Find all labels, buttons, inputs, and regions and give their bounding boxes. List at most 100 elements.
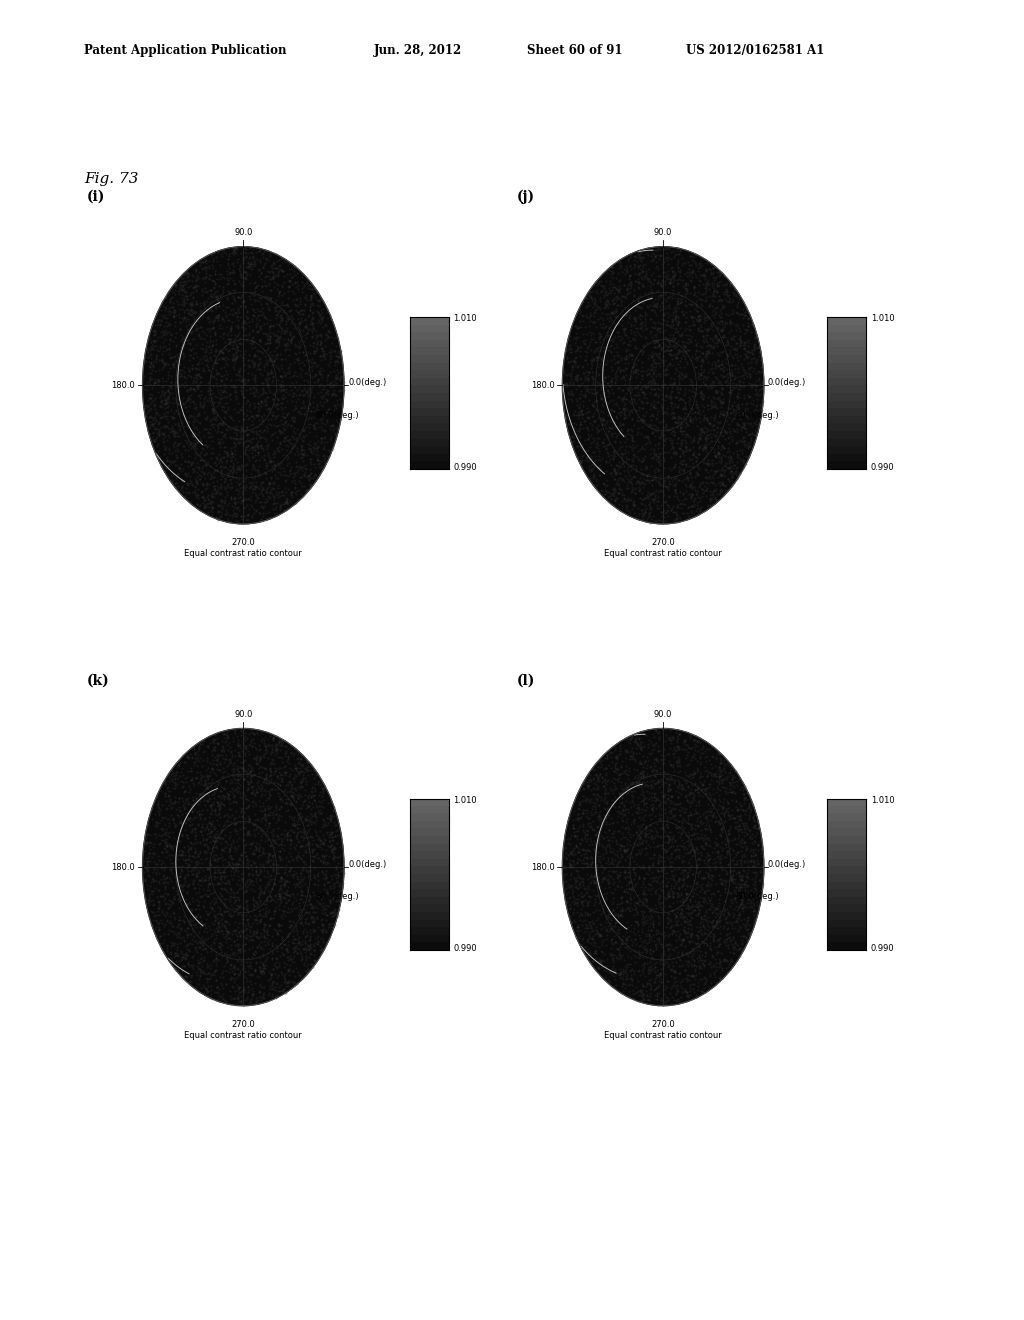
Point [651, 962, 668, 983]
Point [652, 246, 669, 267]
Point [170, 960, 186, 981]
Point [700, 857, 717, 878]
Point [253, 961, 269, 982]
Point [252, 880, 268, 902]
Point [692, 418, 709, 440]
Point [244, 252, 260, 273]
Point [205, 754, 221, 775]
Point [692, 403, 709, 424]
Point [251, 777, 267, 799]
Point [695, 385, 712, 407]
Point [603, 372, 620, 393]
Point [678, 771, 694, 792]
Point [288, 277, 304, 298]
Point [218, 900, 234, 921]
Point [225, 968, 242, 989]
Point [238, 261, 254, 282]
Point [664, 330, 680, 351]
Point [663, 837, 679, 858]
Point [268, 257, 285, 279]
Point [723, 470, 739, 491]
Point [224, 338, 241, 359]
Point [228, 459, 245, 480]
Point [609, 768, 626, 789]
Point [265, 958, 282, 979]
Point [271, 887, 288, 908]
Point [274, 929, 291, 950]
Point [173, 413, 189, 434]
Point [612, 982, 629, 1003]
Point [207, 459, 223, 480]
Point [665, 267, 681, 288]
Point [628, 359, 644, 380]
Point [571, 799, 588, 820]
Point [686, 477, 702, 498]
Point [687, 873, 703, 894]
Point [635, 946, 651, 968]
Point [148, 816, 165, 837]
Point [569, 318, 586, 339]
Point [631, 735, 647, 756]
Point [230, 989, 247, 1010]
Point [279, 491, 295, 512]
Point [698, 433, 715, 454]
Point [148, 826, 165, 847]
Point [272, 867, 289, 888]
Point [682, 781, 698, 803]
Point [653, 768, 670, 789]
Point [646, 772, 663, 793]
Point [211, 814, 227, 836]
Point [714, 776, 730, 797]
Point [312, 363, 329, 384]
Point [290, 962, 306, 983]
Point [284, 932, 300, 953]
Point [596, 462, 612, 483]
Point [202, 825, 218, 846]
Point [332, 368, 348, 389]
Point [587, 292, 603, 313]
Point [167, 945, 183, 966]
Point [204, 496, 220, 517]
Point [301, 407, 317, 428]
Point [211, 944, 227, 965]
Point [681, 449, 697, 470]
Point [603, 882, 620, 903]
Point [184, 292, 201, 313]
Point [223, 446, 240, 467]
Point [686, 284, 702, 305]
Point [563, 338, 580, 359]
Point [646, 948, 663, 969]
Point [271, 366, 288, 387]
Point [713, 796, 729, 817]
Point [593, 271, 609, 292]
Point [665, 952, 681, 973]
Point [716, 904, 732, 925]
Point [728, 800, 744, 821]
Point [581, 941, 597, 962]
Point [657, 273, 674, 294]
Point [650, 741, 667, 762]
Point [141, 886, 158, 907]
Point [228, 471, 245, 492]
Point [273, 308, 290, 329]
Point [172, 770, 188, 791]
Point [168, 305, 184, 326]
Point [730, 799, 746, 820]
Point [248, 434, 264, 455]
Point [628, 911, 644, 932]
Point [221, 946, 238, 968]
Point [200, 928, 216, 949]
Point [259, 486, 275, 507]
Point [635, 360, 651, 381]
Point [164, 354, 180, 375]
Point [246, 397, 262, 418]
Point [589, 920, 605, 941]
Point [223, 457, 240, 478]
Point [241, 862, 257, 883]
Point [636, 771, 652, 792]
Point [639, 842, 655, 863]
Point [664, 309, 680, 330]
Point [728, 403, 744, 424]
Point [720, 880, 736, 902]
Point [236, 824, 252, 845]
